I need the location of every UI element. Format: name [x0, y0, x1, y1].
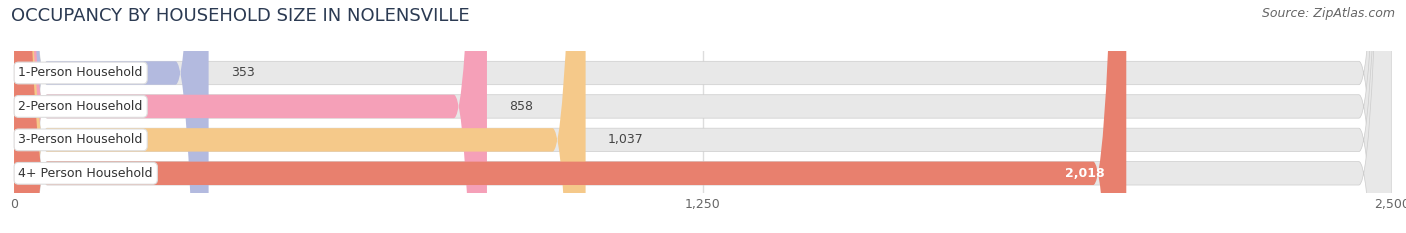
FancyBboxPatch shape — [14, 0, 208, 233]
Text: 353: 353 — [231, 66, 254, 79]
Text: 1,037: 1,037 — [607, 133, 644, 146]
Text: Source: ZipAtlas.com: Source: ZipAtlas.com — [1261, 7, 1395, 20]
FancyBboxPatch shape — [14, 0, 1126, 233]
Text: OCCUPANCY BY HOUSEHOLD SIZE IN NOLENSVILLE: OCCUPANCY BY HOUSEHOLD SIZE IN NOLENSVIL… — [11, 7, 470, 25]
FancyBboxPatch shape — [14, 0, 586, 233]
Text: 2,018: 2,018 — [1064, 167, 1104, 180]
Text: 3-Person Household: 3-Person Household — [18, 133, 143, 146]
Text: 2-Person Household: 2-Person Household — [18, 100, 143, 113]
FancyBboxPatch shape — [14, 0, 1392, 233]
FancyBboxPatch shape — [14, 0, 1392, 233]
FancyBboxPatch shape — [14, 0, 486, 233]
Text: 4+ Person Household: 4+ Person Household — [18, 167, 153, 180]
Text: 858: 858 — [509, 100, 533, 113]
Text: 1-Person Household: 1-Person Household — [18, 66, 143, 79]
FancyBboxPatch shape — [14, 0, 1392, 233]
FancyBboxPatch shape — [14, 0, 1392, 233]
